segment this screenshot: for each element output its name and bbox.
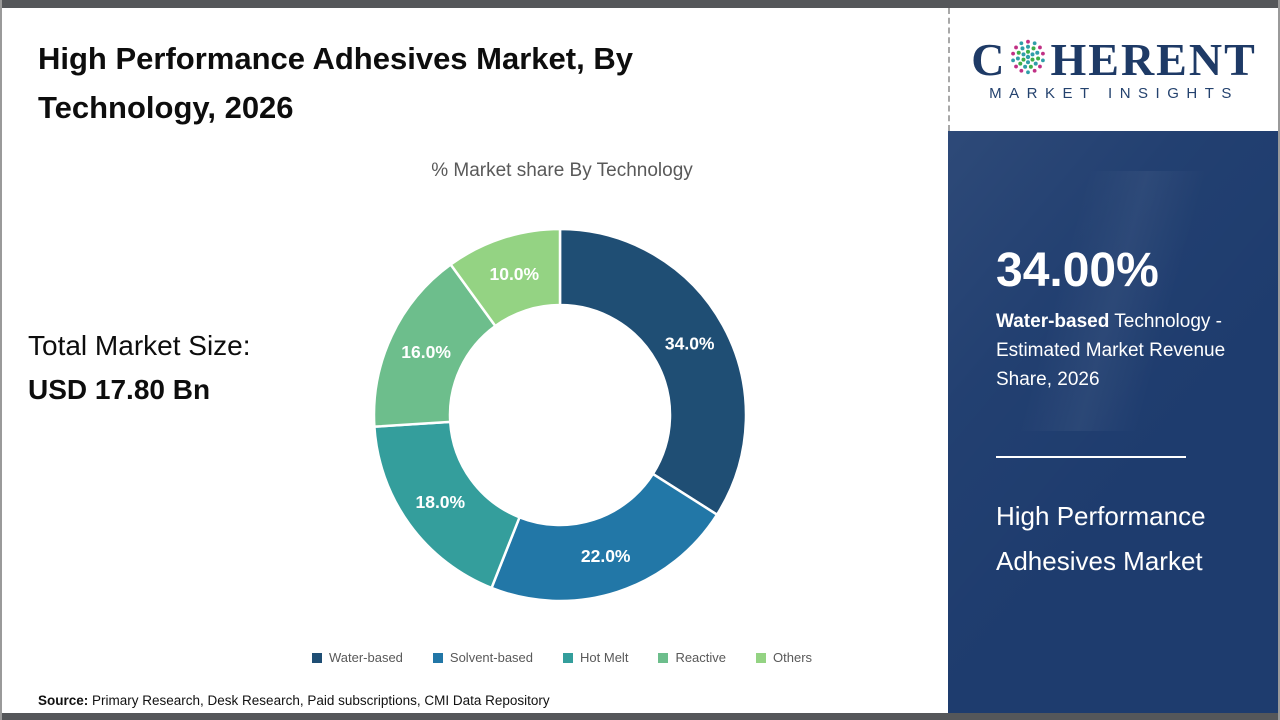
slice-label: 22.0% <box>581 546 631 566</box>
legend-item-reactive: Reactive <box>658 650 726 665</box>
top-border-bar <box>0 0 1280 8</box>
company-logo: C HERENT <box>971 37 1257 83</box>
bottom-border-bar <box>0 713 1280 720</box>
legend-label: Others <box>773 650 813 665</box>
logo-letter-c: C <box>971 34 1007 85</box>
panel-market-name: High Performance Adhesives Market <box>996 501 1206 576</box>
legend-label: Solvent-based <box>449 650 534 665</box>
stat-value: 34.00% <box>996 244 1159 297</box>
stat-description-rest: Technology - Estimated Market Revenue Sh… <box>996 311 1226 390</box>
legend-item-solvent-based: Solvent-based <box>432 650 534 665</box>
logo-tagline: MARKET INSIGHTS <box>989 85 1239 102</box>
legend-item-hot-melt: Hot Melt <box>563 650 628 665</box>
stat-description-bold: Water-based <box>996 311 1110 332</box>
pie-slice-others <box>449 227 562 328</box>
chart-legend: Water-based Solvent-based Hot Melt Reactive… <box>152 650 972 665</box>
legend-swatch-icon <box>658 652 669 663</box>
pie-slice-solvent-based <box>490 472 719 603</box>
slice-label: 10.0% <box>489 264 539 284</box>
legend-item-water-based: Water-based <box>311 650 403 665</box>
sidebar: C HERENT MARKET INSIGHTS 34.00% Water-bas… <box>948 8 1278 713</box>
logo-rest: HERENT <box>1050 34 1257 85</box>
panel-divider <box>996 456 1186 458</box>
right-border <box>1278 0 1280 720</box>
total-market-size: Total Market Size: USD 17.80 Bn <box>28 324 251 412</box>
legend-swatch-icon <box>756 652 767 663</box>
logo-globe-icon <box>1011 39 1046 75</box>
legend-swatch-icon <box>563 652 574 663</box>
legend-swatch-icon <box>311 652 322 663</box>
total-market-value: USD 17.80 Bn <box>28 374 211 405</box>
page-title: High Performance Adhesives Market, By Te… <box>38 41 633 125</box>
slice-label: 34.0% <box>665 334 715 354</box>
donut-chart: 34.0% 22.0% 18.0% 16.0% 10.0% <box>350 205 770 625</box>
pie-slice-water-based <box>558 227 748 516</box>
legend-label: Reactive <box>675 650 727 665</box>
left-border <box>0 0 2 720</box>
slice-label: 18.0% <box>415 492 465 512</box>
highlight-panel: 34.00% Water-based Technology - Estimate… <box>948 131 1278 713</box>
source-label: Source: <box>38 693 89 708</box>
chart-subtitle: % Market share By Technology <box>431 160 693 181</box>
slice-label: 16.0% <box>401 342 451 362</box>
stat-description: Water-based Technology - Estimated Marke… <box>996 307 1228 394</box>
total-market-label: Total Market Size: <box>28 330 251 361</box>
legend-label: Water-based <box>328 650 403 665</box>
legend-item-others: Others <box>756 650 812 665</box>
source-text: Primary Research, Desk Research, Paid su… <box>88 693 550 708</box>
donut-chart-svg: 34.0% 22.0% 18.0% 16.0% 10.0% <box>372 227 748 603</box>
legend-swatch-icon <box>432 652 443 663</box>
source-line: Source: Primary Research, Desk Research,… <box>38 693 550 708</box>
logo-area: C HERENT MARKET INSIGHTS <box>948 8 1278 131</box>
chart-area: High Performance Adhesives Market, By Te… <box>2 8 948 713</box>
legend-label: Hot Melt <box>580 650 629 665</box>
